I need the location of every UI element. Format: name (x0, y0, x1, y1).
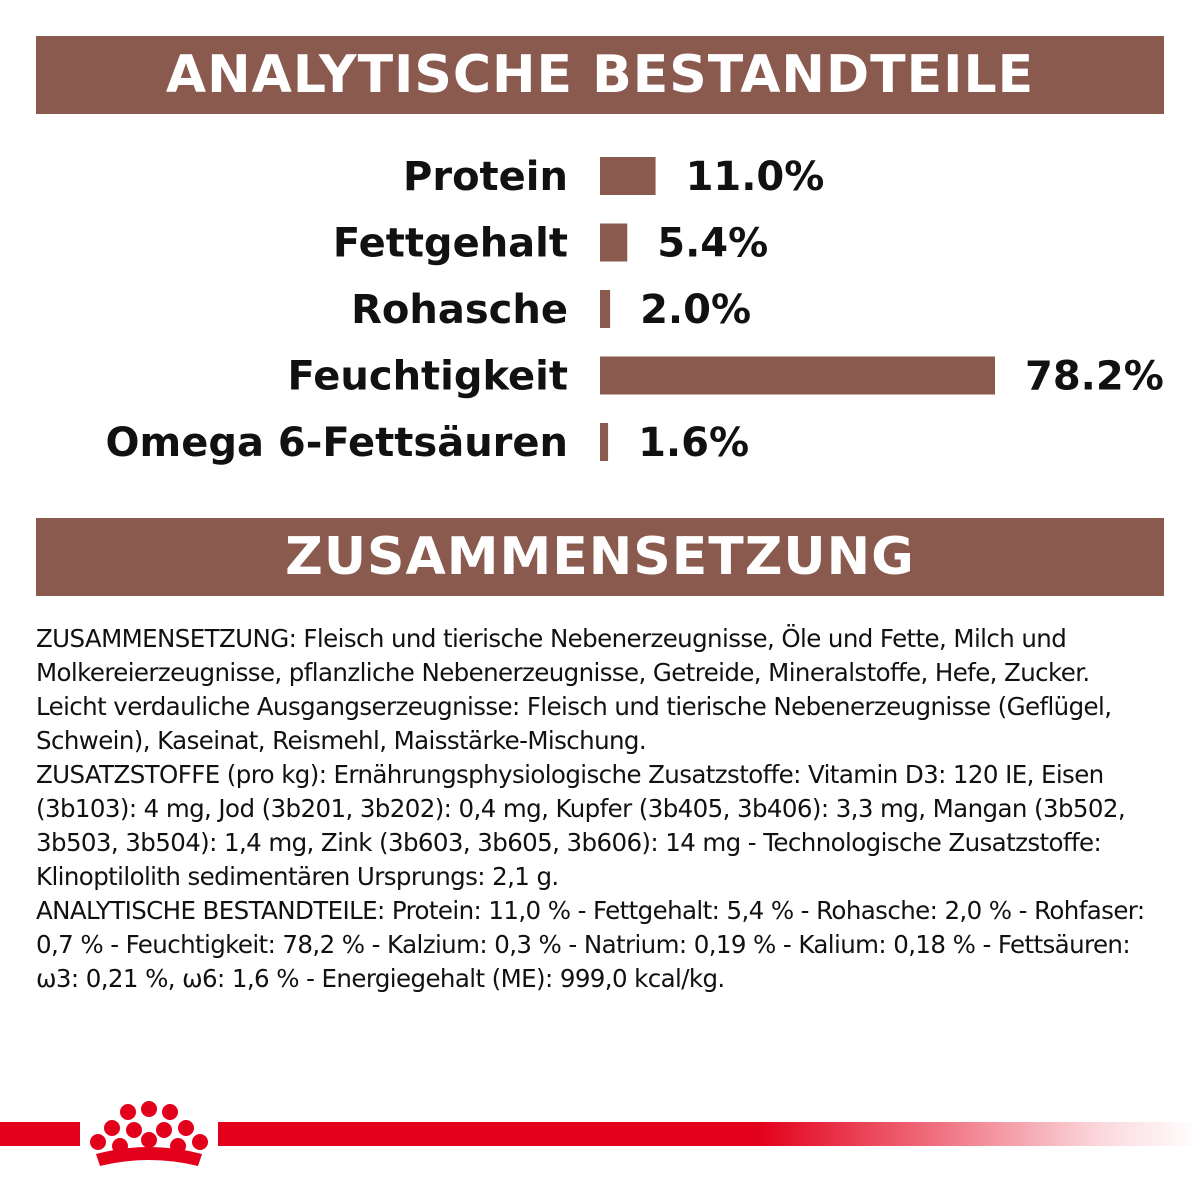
composition-text-block: ZUSAMMENSETZUNG: Fleisch und tierische N… (36, 622, 1164, 996)
category-label: Omega 6-Fettsäuren (106, 420, 568, 466)
brand-line-right (218, 1122, 1200, 1146)
category-label: Feuchtigkeit (288, 354, 568, 400)
analytic-paragraph: ANALYTISCHE BESTANDTEILE: Protein: 11,0 … (36, 896, 1145, 993)
composition-header-banner: ZUSAMMENSETZUNG (36, 518, 1164, 596)
bar (600, 223, 628, 262)
composition-paragraph: ZUSAMMENSETZUNG: Fleisch und tierische N… (36, 624, 1112, 755)
composition-header-title: ZUSAMMENSETZUNG (285, 527, 915, 587)
value-label: 1.6% (638, 420, 749, 466)
category-label: Rohasche (351, 287, 568, 333)
analytic-bar-chart: Protein 11.0% Fettgehalt 5.4% Rohasche 2.0% Fe… (106, 154, 1164, 466)
additives-paragraph: ZUSATZSTOFFE (pro kg): Ernährungsphysiol… (36, 760, 1126, 891)
value-label: 11.0% (686, 154, 825, 200)
bar (600, 157, 656, 195)
category-label: Fettgehalt (333, 221, 568, 267)
brand-line-left (0, 1122, 80, 1146)
value-label: 78.2% (1025, 354, 1164, 400)
analytic-header-title: ANALYTISCHE BESTANDTEILE (165, 45, 1035, 105)
category-label: Protein (403, 154, 568, 200)
value-label: 2.0% (640, 287, 751, 333)
bar (600, 356, 995, 395)
bar (600, 423, 609, 461)
analytic-header-banner: ANALYTISCHE BESTANDTEILE (36, 36, 1164, 114)
crown-icon (90, 1101, 208, 1166)
value-label: 5.4% (657, 221, 768, 267)
bar (600, 290, 611, 328)
